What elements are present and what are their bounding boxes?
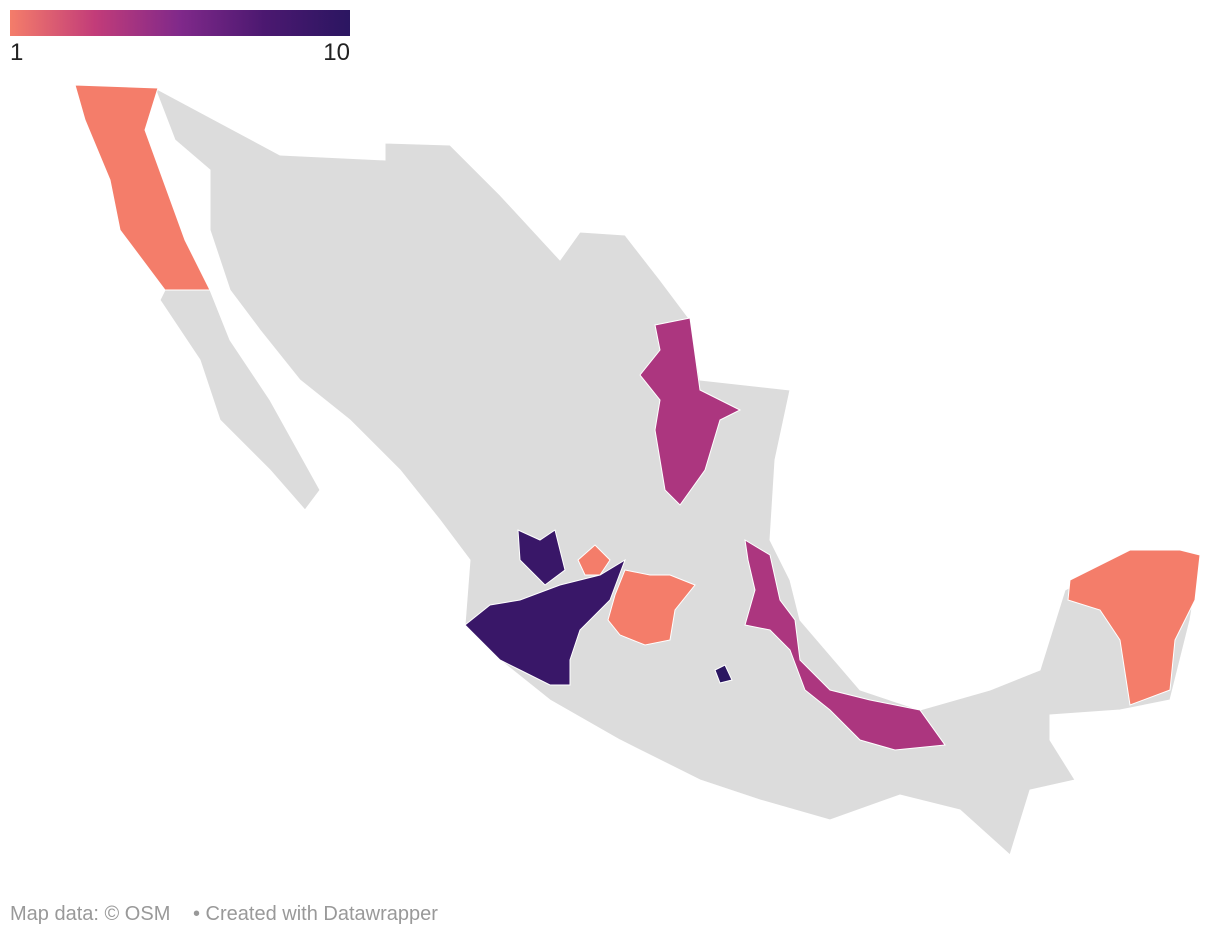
region (577, 544, 611, 576)
region (1067, 549, 1201, 706)
baja-sur (159, 289, 321, 511)
region (744, 539, 946, 751)
footer-credit: • Created with Datawrapper (193, 903, 438, 925)
legend-bar (10, 10, 350, 36)
footer-source: Map data: © OSM (10, 903, 170, 925)
region (607, 569, 696, 646)
region (74, 84, 211, 291)
region (517, 529, 566, 586)
region (714, 664, 733, 684)
legend-min: 1 (10, 39, 23, 66)
region (464, 558, 626, 686)
legend-max: 10 (323, 39, 350, 66)
region (639, 317, 742, 506)
